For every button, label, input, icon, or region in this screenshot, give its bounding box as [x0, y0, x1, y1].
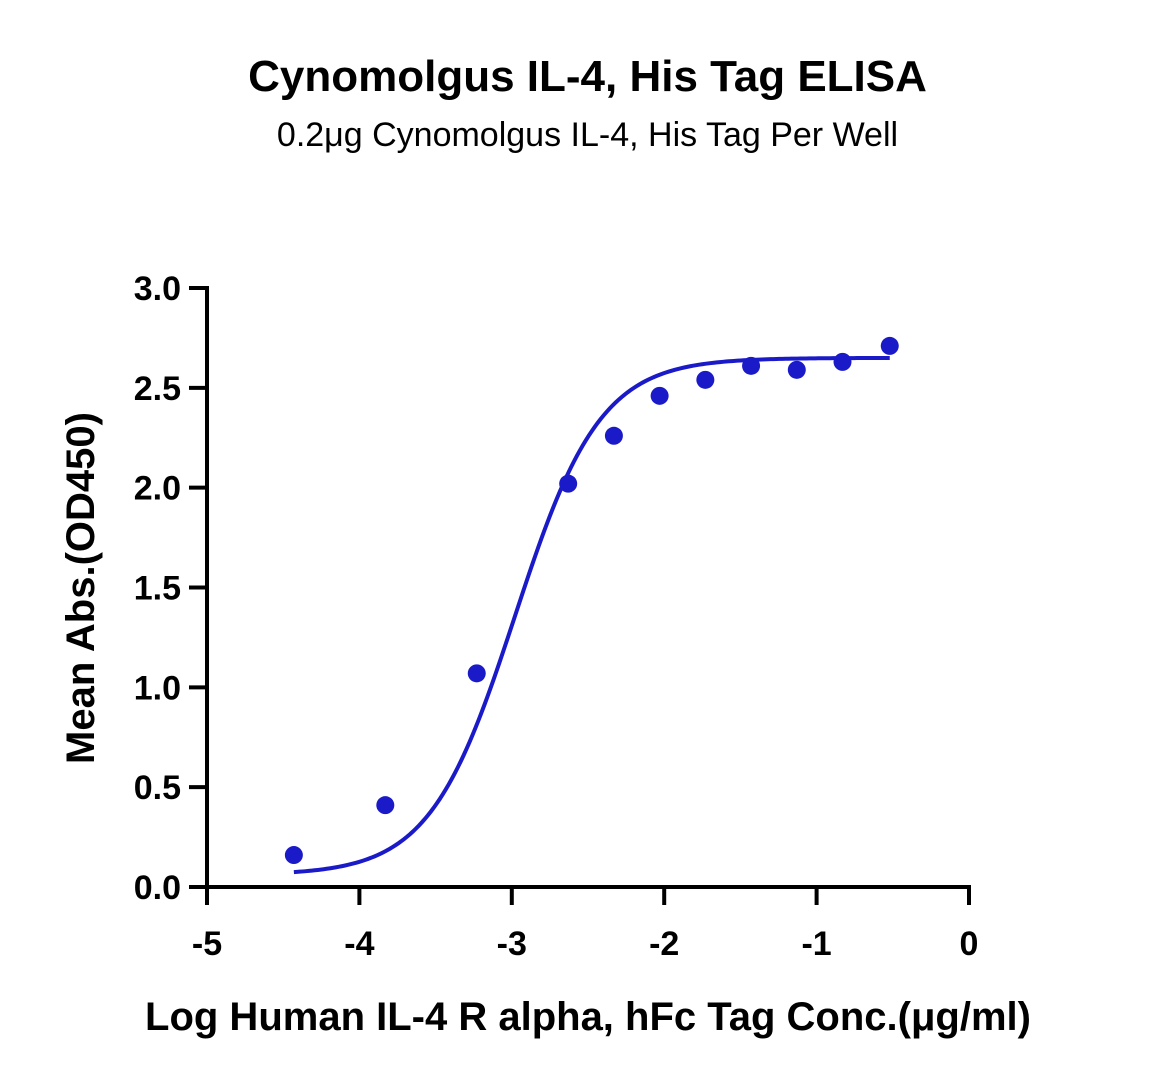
chart-subtitle: 0.2μg Cynomolgus IL-4, His Tag Per Well — [276, 116, 899, 154]
fit-curve — [293, 355, 890, 875]
x-axis-title: Log Human IL-4 R alpha, hFc Tag Conc.(μg… — [145, 995, 1031, 1039]
data-point — [696, 370, 715, 389]
x-tick-label: 0 — [960, 925, 979, 963]
data-point — [742, 356, 761, 375]
x-tick-label: -1 — [801, 925, 831, 963]
y-tick-label: 0.5 — [134, 769, 181, 807]
x-tick-label: -4 — [344, 925, 374, 963]
data-point — [604, 426, 623, 445]
x-tick-label: -3 — [497, 925, 527, 963]
data-point — [467, 664, 486, 683]
data-points — [284, 336, 899, 865]
x-tick-label: -5 — [192, 925, 222, 963]
data-point — [376, 796, 395, 815]
data-point — [833, 352, 852, 371]
y-tick-label: 2.0 — [134, 470, 181, 508]
axes: 0.0 0.5 1.0 1.5 2.0 2.5 3.0 -5 -4 -3 -2 -1 0 — [134, 270, 979, 963]
chart-title: Cynomolgus IL-4, His Tag ELISA — [248, 52, 927, 101]
x-tick-label: -2 — [649, 925, 679, 963]
y-tick-label: 0.0 — [134, 869, 181, 907]
data-point — [559, 474, 578, 493]
y-tick-label: 2.5 — [134, 370, 181, 408]
data-point — [650, 386, 669, 405]
data-point — [787, 360, 806, 379]
y-tick-label: 3.0 — [134, 270, 181, 308]
data-point — [284, 846, 303, 865]
y-axis-title: Mean Abs.(OD450) — [59, 412, 103, 764]
data-point — [880, 336, 899, 355]
fit-curve-group — [293, 355, 890, 875]
y-tick-label: 1.5 — [134, 570, 181, 608]
y-tick-label: 1.0 — [134, 669, 181, 707]
